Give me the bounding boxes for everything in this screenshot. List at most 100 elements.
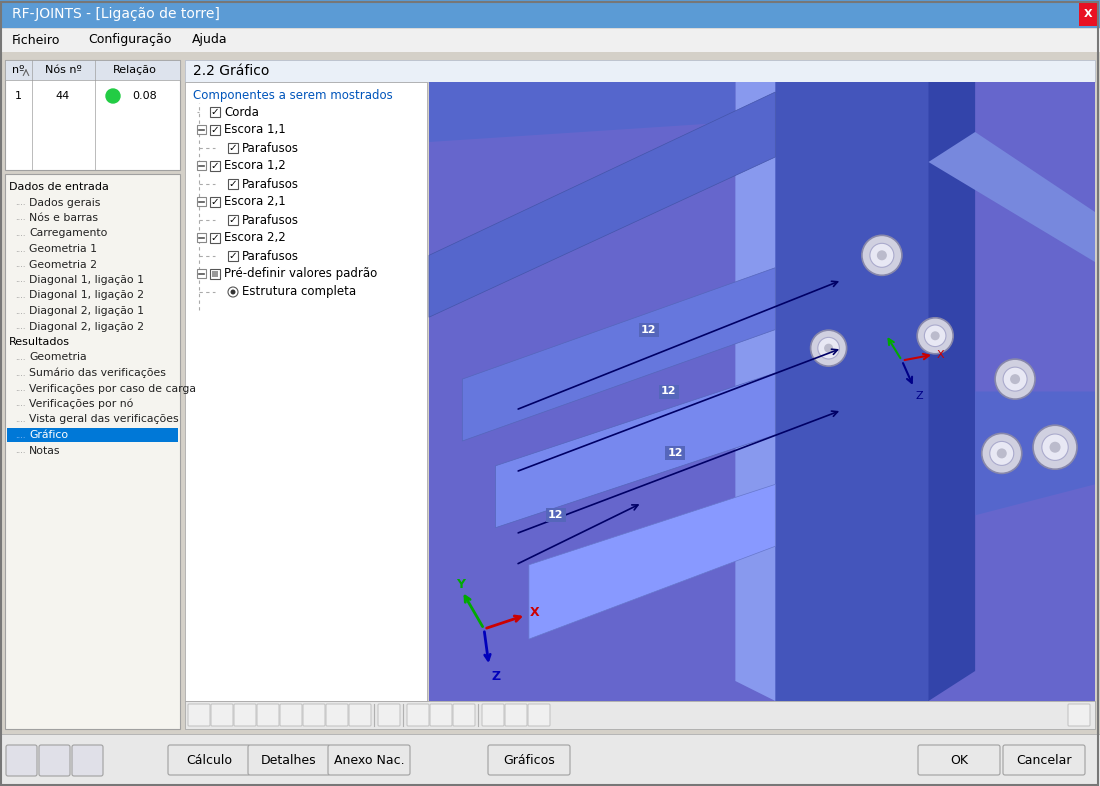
FancyBboxPatch shape bbox=[248, 745, 330, 775]
FancyBboxPatch shape bbox=[1068, 704, 1090, 726]
Text: Ajuda: Ajuda bbox=[192, 34, 228, 46]
FancyBboxPatch shape bbox=[488, 745, 570, 775]
Text: Nós nº: Nós nº bbox=[45, 65, 81, 75]
Circle shape bbox=[824, 343, 833, 353]
FancyBboxPatch shape bbox=[280, 704, 302, 726]
Bar bbox=[197, 125, 206, 134]
Circle shape bbox=[862, 235, 902, 275]
Circle shape bbox=[1033, 425, 1077, 469]
Polygon shape bbox=[529, 484, 776, 639]
Circle shape bbox=[870, 244, 894, 267]
Text: X: X bbox=[937, 350, 945, 359]
Text: Gráfico: Gráfico bbox=[29, 430, 68, 440]
Bar bbox=[659, 384, 679, 399]
Text: X: X bbox=[530, 605, 540, 619]
Polygon shape bbox=[975, 391, 1094, 516]
Text: 0.08: 0.08 bbox=[133, 91, 157, 101]
FancyBboxPatch shape bbox=[39, 745, 70, 776]
Polygon shape bbox=[928, 82, 975, 701]
Text: ....: .... bbox=[15, 244, 25, 254]
Text: Vista geral das verificações: Vista geral das verificações bbox=[29, 414, 178, 424]
Text: Gráficos: Gráficos bbox=[503, 754, 554, 766]
FancyBboxPatch shape bbox=[168, 745, 250, 775]
Text: ....: .... bbox=[15, 369, 25, 377]
Circle shape bbox=[877, 250, 887, 260]
Text: Escora 1,1: Escora 1,1 bbox=[224, 123, 286, 137]
Text: ✓: ✓ bbox=[109, 91, 117, 101]
FancyBboxPatch shape bbox=[918, 745, 1000, 775]
Text: Geometria 1: Geometria 1 bbox=[29, 244, 97, 254]
Text: X: X bbox=[1084, 9, 1092, 19]
Bar bbox=[0, 28, 1100, 52]
Text: Y: Y bbox=[456, 578, 465, 592]
Text: Z: Z bbox=[916, 391, 924, 401]
Text: ....: .... bbox=[15, 415, 25, 424]
Circle shape bbox=[811, 330, 847, 366]
Text: ✓: ✓ bbox=[210, 125, 219, 135]
Text: OK: OK bbox=[950, 754, 968, 766]
Text: 44: 44 bbox=[56, 91, 70, 101]
Text: Z: Z bbox=[492, 670, 502, 682]
Bar bbox=[197, 233, 206, 242]
Circle shape bbox=[924, 325, 946, 347]
Bar bbox=[6, 60, 180, 80]
Text: ✓: ✓ bbox=[229, 215, 238, 225]
Text: 12: 12 bbox=[668, 448, 683, 458]
Text: 12: 12 bbox=[661, 387, 676, 396]
Text: RF-JOINTS - [Ligação de torre]: RF-JOINTS - [Ligação de torre] bbox=[12, 7, 220, 21]
Circle shape bbox=[1049, 442, 1060, 453]
Bar bbox=[6, 60, 180, 170]
Bar bbox=[0, 734, 1100, 786]
Circle shape bbox=[106, 89, 120, 103]
Text: Diagonal 2, ligação 1: Diagonal 2, ligação 1 bbox=[29, 306, 144, 316]
FancyBboxPatch shape bbox=[211, 704, 233, 726]
Text: ✓: ✓ bbox=[229, 251, 238, 261]
Circle shape bbox=[990, 442, 1014, 465]
Text: ✓: ✓ bbox=[210, 107, 219, 117]
FancyBboxPatch shape bbox=[328, 745, 410, 775]
Bar bbox=[0, 52, 1100, 734]
FancyBboxPatch shape bbox=[326, 704, 348, 726]
Circle shape bbox=[997, 448, 1006, 458]
Circle shape bbox=[231, 289, 235, 295]
Text: Configuração: Configuração bbox=[88, 34, 172, 46]
Circle shape bbox=[917, 318, 954, 354]
Circle shape bbox=[1003, 367, 1027, 391]
Text: Verificações por caso de carga: Verificações por caso de carga bbox=[29, 384, 196, 394]
Circle shape bbox=[1042, 434, 1068, 461]
FancyBboxPatch shape bbox=[302, 704, 324, 726]
Text: Detalhes: Detalhes bbox=[261, 754, 317, 766]
Text: Diagonal 1, ligação 2: Diagonal 1, ligação 2 bbox=[29, 291, 144, 300]
Text: Parafusos: Parafusos bbox=[242, 178, 299, 190]
Polygon shape bbox=[776, 82, 928, 701]
Text: ✓: ✓ bbox=[210, 197, 219, 207]
Text: Dados gerais: Dados gerais bbox=[29, 197, 100, 208]
Bar bbox=[228, 215, 238, 225]
Circle shape bbox=[1010, 374, 1020, 384]
Polygon shape bbox=[928, 132, 1094, 262]
Polygon shape bbox=[496, 373, 776, 527]
Text: 12: 12 bbox=[548, 510, 563, 520]
FancyBboxPatch shape bbox=[349, 704, 371, 726]
Text: Escora 2,2: Escora 2,2 bbox=[224, 232, 286, 244]
Bar bbox=[546, 509, 565, 523]
Text: ....: .... bbox=[15, 322, 25, 331]
Text: ....: .... bbox=[15, 307, 25, 315]
Text: nº: nº bbox=[12, 65, 24, 75]
Bar bbox=[212, 271, 218, 277]
Bar bbox=[197, 161, 206, 170]
Text: ....: .... bbox=[15, 214, 25, 222]
Text: ....: .... bbox=[15, 276, 25, 285]
FancyBboxPatch shape bbox=[528, 704, 550, 726]
Bar bbox=[7, 428, 178, 442]
Text: ....: .... bbox=[15, 446, 25, 455]
Text: Diagonal 2, ligação 2: Diagonal 2, ligação 2 bbox=[29, 321, 144, 332]
Text: Estrutura completa: Estrutura completa bbox=[242, 285, 356, 299]
FancyBboxPatch shape bbox=[234, 704, 256, 726]
Text: Cálculo: Cálculo bbox=[186, 754, 232, 766]
Bar bbox=[185, 60, 1094, 82]
Bar bbox=[210, 269, 220, 279]
Text: ....: .... bbox=[15, 384, 25, 393]
Text: Escora 2,1: Escora 2,1 bbox=[224, 196, 286, 208]
Text: Verificações por nó: Verificações por nó bbox=[29, 399, 133, 410]
